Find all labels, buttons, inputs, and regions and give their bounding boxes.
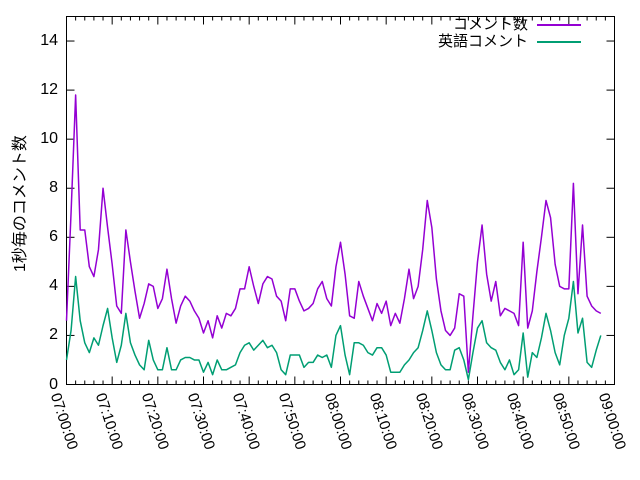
- legend-entry-english-comments: 英語コメント: [438, 34, 581, 50]
- legend-line-sample-comment-count: [537, 24, 581, 26]
- legend-line-sample-english-comments: [537, 41, 581, 43]
- y-tick-label: 12: [40, 81, 58, 99]
- y-tick-label: 14: [40, 32, 58, 50]
- legend: コメント数 英語コメント: [438, 17, 581, 50]
- y-tick-label: 8: [49, 179, 58, 197]
- legend-label-english-comments: 英語コメント: [437, 33, 528, 50]
- series-line-1: [65, 275, 602, 381]
- y-tick-label: 10: [40, 130, 58, 148]
- y-axis-title: 1秒毎のコメント数: [12, 135, 29, 272]
- y-tick-label: 2: [49, 326, 58, 344]
- y-tick-label: 4: [49, 277, 58, 295]
- series-line-0: [65, 94, 602, 373]
- legend-label-comment-count: コメント数: [452, 16, 528, 33]
- y-tick-label: 6: [49, 228, 58, 246]
- y-tick-label: 0: [49, 375, 58, 393]
- legend-entry-comment-count: コメント数: [453, 17, 581, 33]
